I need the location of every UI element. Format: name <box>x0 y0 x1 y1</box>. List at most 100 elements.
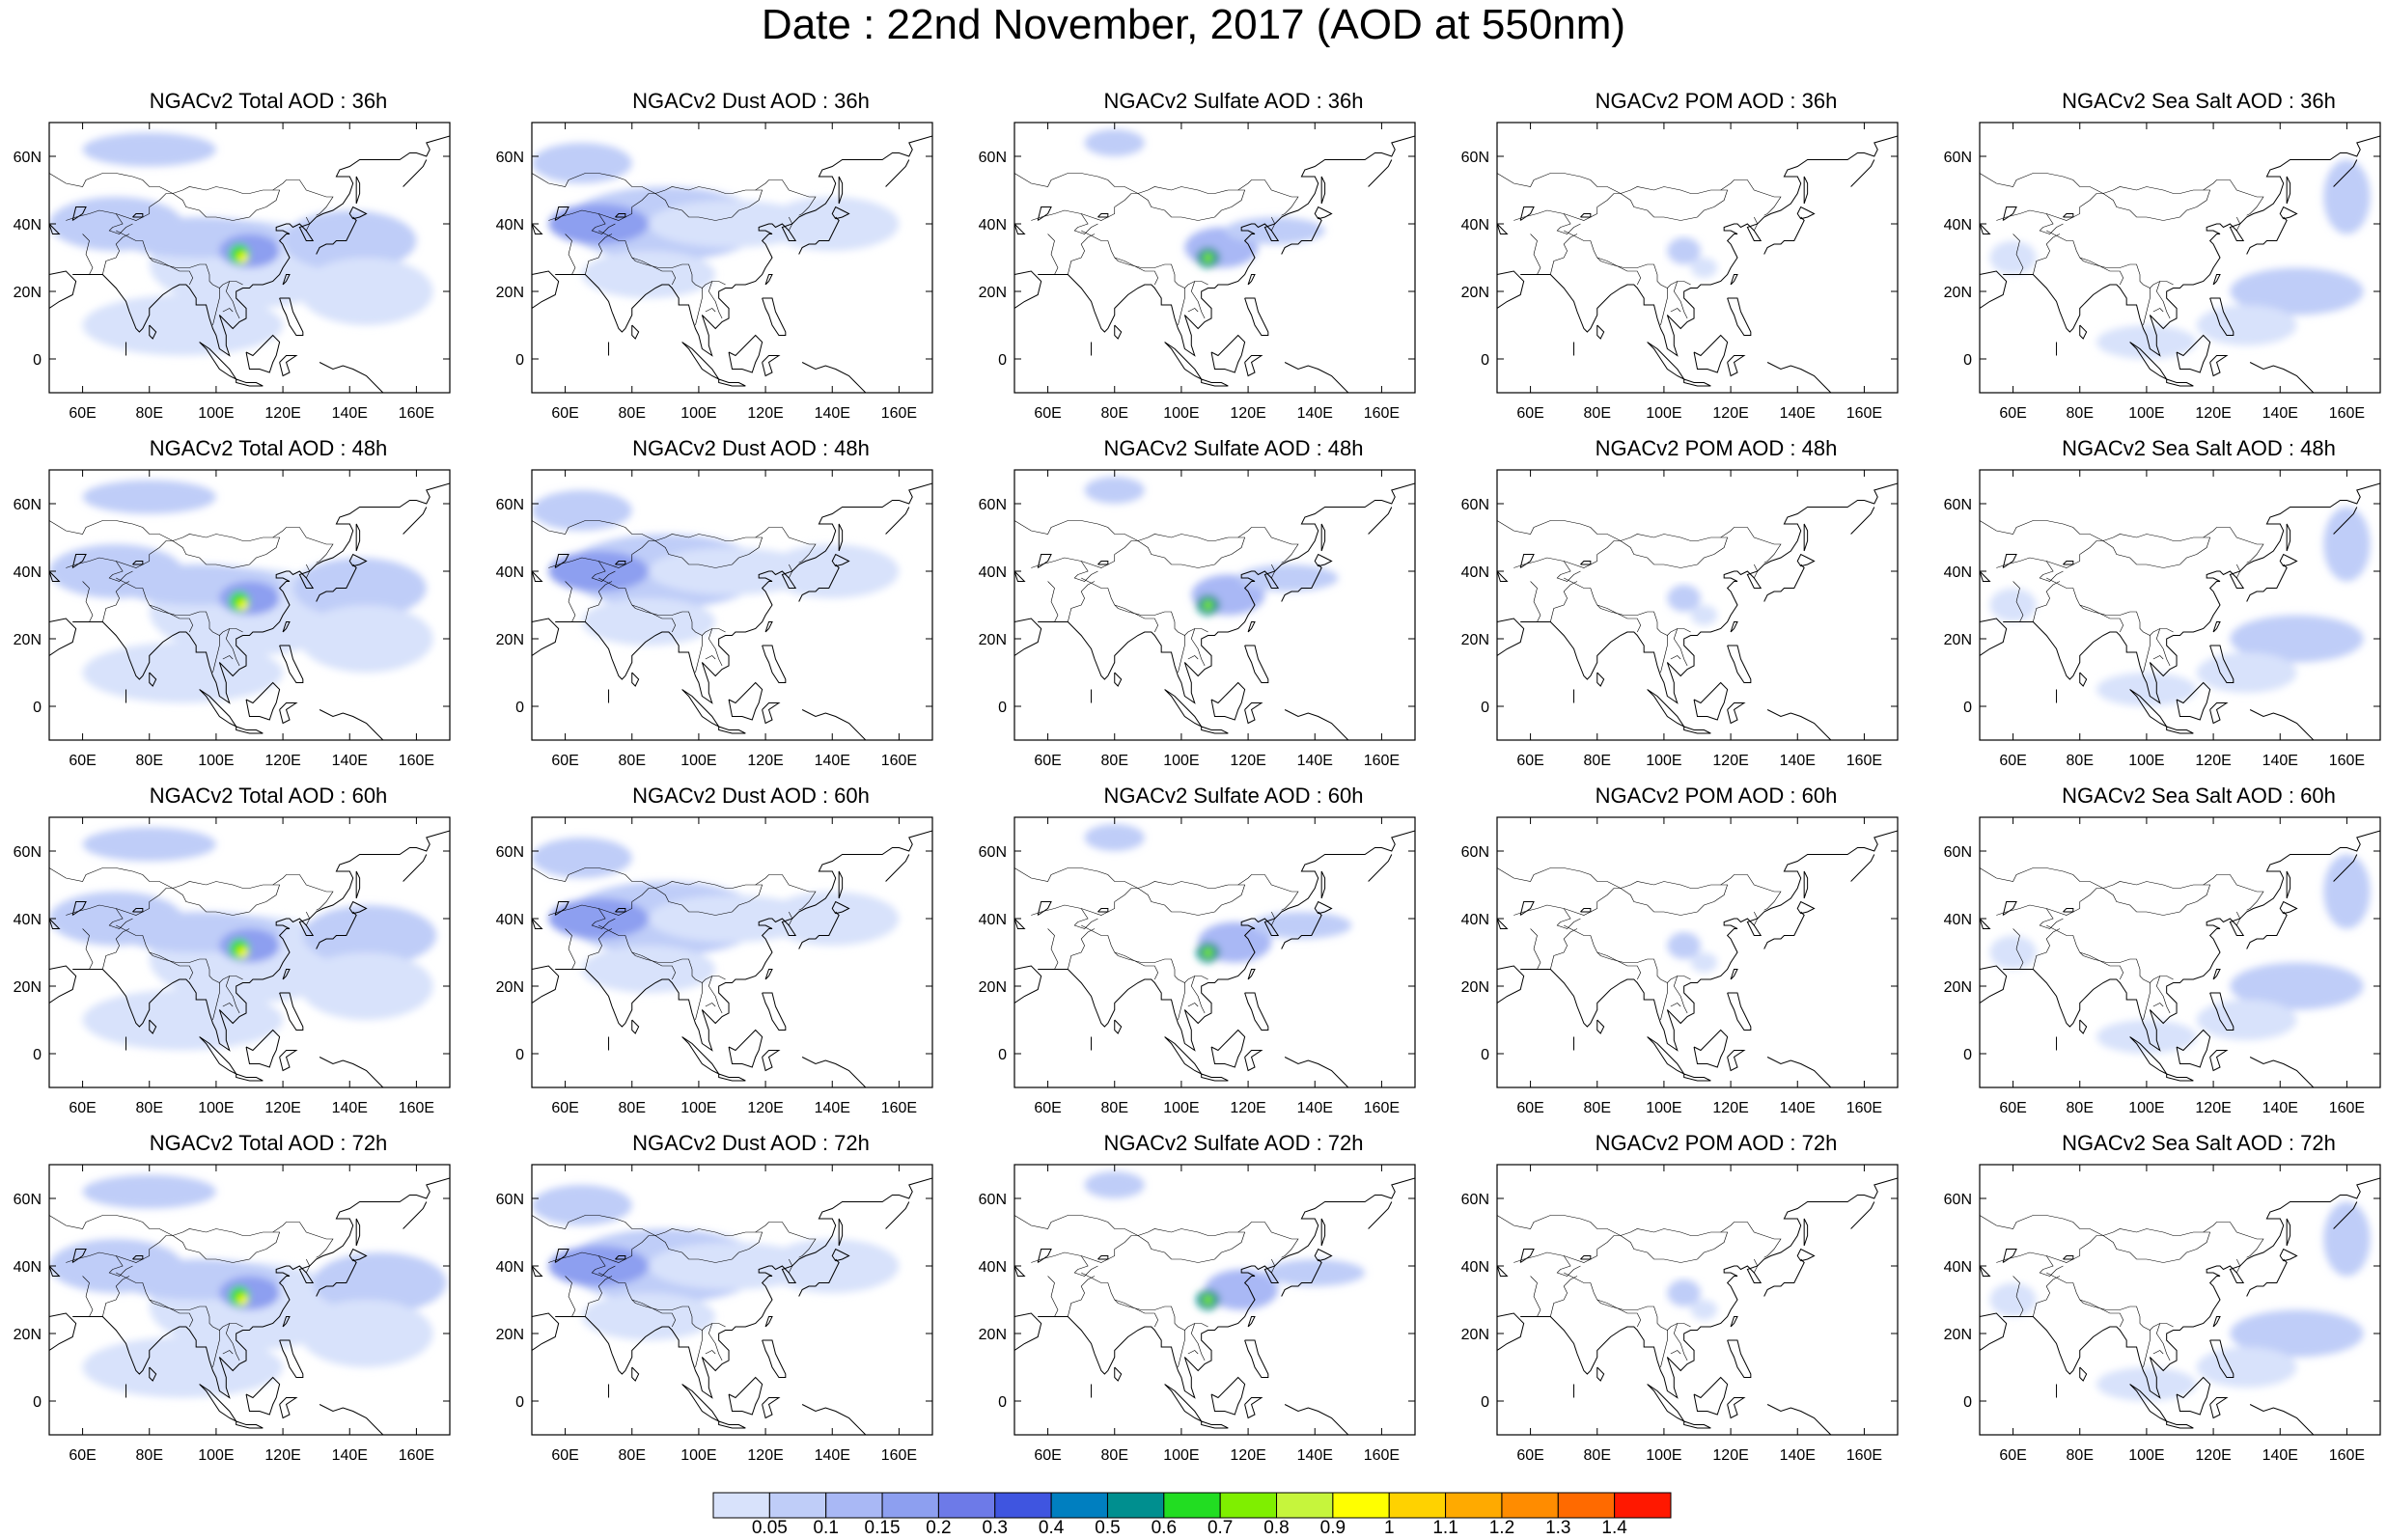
lat-tick-label: 40N <box>979 912 1007 928</box>
lon-tick-label: 160E <box>1846 753 1882 769</box>
aod-plume <box>2196 305 2297 345</box>
colorbar-swatch <box>994 1492 1052 1519</box>
coastline <box>2249 362 2315 393</box>
coastline <box>2209 297 2234 336</box>
coastline <box>1497 223 1509 234</box>
coastline <box>2063 561 2074 565</box>
coastline <box>236 1073 264 1082</box>
country-border <box>1114 951 1159 980</box>
lon-tick-label: 60E <box>1034 405 1061 422</box>
lon-tick-label: 160E <box>881 1447 917 1464</box>
aod-plume <box>1690 258 1718 278</box>
lon-tick-label: 60E <box>551 1100 578 1116</box>
coastline <box>316 1258 357 1297</box>
country-border <box>1114 1299 1159 1328</box>
country-border <box>1137 1231 1246 1263</box>
lat-tick-label: 20N <box>1461 979 1489 996</box>
country-border <box>2102 1231 2211 1263</box>
aod-plume <box>2096 1367 2197 1401</box>
coastline <box>631 672 640 687</box>
coastline <box>1580 1255 1592 1260</box>
lon-tick-label: 140E <box>815 1447 850 1464</box>
lat-tick-label: 40N <box>979 564 1007 581</box>
coastline <box>1244 1339 1269 1378</box>
aod-plume <box>1224 217 1325 244</box>
coastline <box>2333 854 2358 882</box>
map-panel: NGACv2 Sea Salt AOD : 48h 60N 40N 20N 0 60E 80… <box>1944 436 2387 784</box>
aod-plume <box>1667 932 1701 959</box>
aod-plume <box>2230 267 2364 316</box>
lat-tick-label: 60N <box>1461 497 1489 513</box>
coastline <box>681 1036 721 1076</box>
country-border <box>108 561 133 582</box>
lon-tick-label: 60E <box>551 753 578 769</box>
coastline <box>1314 900 1333 915</box>
aod-plume <box>765 544 900 598</box>
panel-title: NGACv2 Sulfate AOD : 48h <box>1103 436 1364 460</box>
country-border <box>631 604 677 633</box>
country-border <box>2143 982 2151 1021</box>
coastline <box>1014 1312 1042 1351</box>
aod-map: 60N 40N 20N 0 60E 80E 100E 120E 140E 160E <box>979 1164 1416 1464</box>
map-panel: NGACv2 POM AOD : 60h 60N 40N 20N 0 60E 80E 100E… <box>1461 784 1938 1131</box>
lon-tick-label: 140E <box>815 1100 850 1116</box>
coastline <box>555 135 932 357</box>
lon-tick-label: 100E <box>680 1447 716 1464</box>
lat-tick-label: 20N <box>1461 285 1489 301</box>
lat-tick-label: 20N <box>1944 1327 1972 1343</box>
coastline <box>1580 213 1592 218</box>
coastline <box>1763 216 1805 255</box>
lat-tick-label: 0 <box>33 700 42 716</box>
lon-tick-label: 140E <box>1780 405 1816 422</box>
country-border <box>1190 976 1206 1014</box>
lat-tick-label: 40N <box>1944 912 1972 928</box>
country-border <box>1996 527 2264 568</box>
coastline <box>764 969 773 980</box>
aod-plume <box>1989 588 2037 622</box>
coastline <box>1284 362 1349 393</box>
coastline <box>1097 1255 1109 1260</box>
coastline <box>1796 1248 1816 1262</box>
country-border <box>2143 635 2151 674</box>
country-border <box>49 173 174 194</box>
lat-tick-label: 20N <box>14 1327 42 1343</box>
country-border <box>1114 604 1159 633</box>
plot-frame <box>531 122 933 394</box>
lon-tick-label: 80E <box>1584 1447 1611 1464</box>
country-border <box>1564 577 1691 636</box>
colorbar-label: 0.3 <box>982 1518 1008 1538</box>
coastline <box>2166 726 2194 734</box>
colorbar-swatch <box>1106 1492 1165 1519</box>
coastline <box>1683 1420 1711 1429</box>
coastline <box>2246 564 2288 602</box>
coastline <box>348 206 368 220</box>
colorbar-label: 1.1 <box>1432 1518 1458 1538</box>
aod-plume <box>237 252 248 263</box>
lat-tick-label: 0 <box>1963 352 1972 369</box>
country-border <box>1047 928 1059 970</box>
colorbar-label: 1 <box>1383 1518 1395 1538</box>
lon-tick-label: 60E <box>1516 1447 1543 1464</box>
country-border <box>654 536 763 568</box>
lon-tick-label: 80E <box>2067 1447 2094 1464</box>
lon-tick-label: 80E <box>2067 753 2094 769</box>
lat-tick-label: 40N <box>1944 1259 1972 1276</box>
aod-plume <box>2230 1309 2364 1358</box>
aod-plume <box>2196 1347 2297 1388</box>
country-border <box>1497 867 1622 889</box>
coastline <box>1314 206 1333 220</box>
coastline <box>2212 969 2221 980</box>
lon-tick-label: 160E <box>399 1447 434 1464</box>
country-border <box>2102 884 2211 916</box>
colorbar-label: 0.5 <box>1095 1518 1121 1538</box>
coastline <box>402 854 428 882</box>
country-border <box>306 911 311 926</box>
country-border <box>631 1299 677 1328</box>
aod-plume <box>765 892 900 946</box>
plot-frame <box>1979 122 2381 394</box>
country-border <box>1660 982 1668 1021</box>
coastline <box>1980 618 2008 656</box>
coastline <box>199 342 238 381</box>
coastline <box>72 830 450 1052</box>
coastline <box>1497 270 1525 309</box>
